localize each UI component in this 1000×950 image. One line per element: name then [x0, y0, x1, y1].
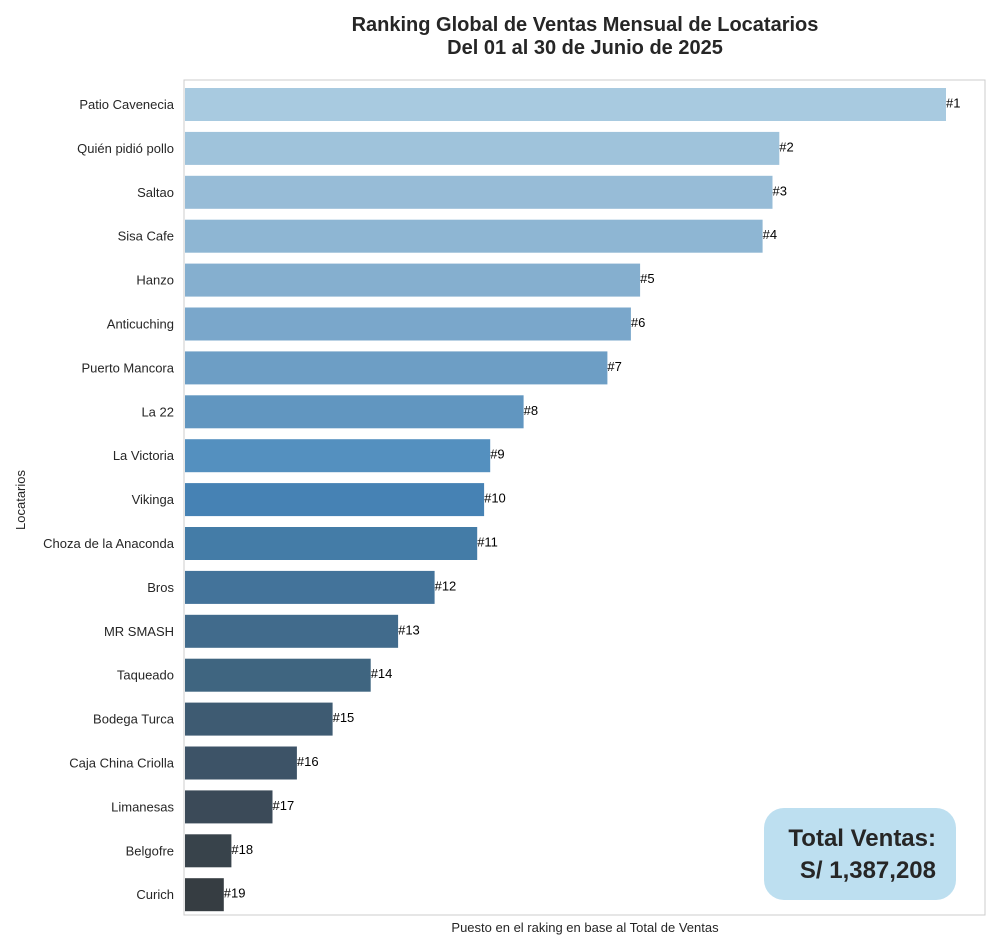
- bar-rank-label: #10: [484, 491, 506, 506]
- bar-rank-label: #2: [779, 139, 793, 154]
- bar-rank-label: #8: [524, 403, 538, 418]
- y-tick-label: MR SMASH: [104, 624, 174, 639]
- x-axis-label: Puesto en el raking en base al Total de …: [451, 920, 719, 935]
- y-tick-label: Caja China Criolla: [69, 756, 175, 771]
- plot-frame: [183, 79, 986, 916]
- y-tick-label: Curich: [136, 887, 174, 902]
- y-tick-label: Bodega Turca: [93, 712, 175, 727]
- y-tick-label: Quién pidió pollo: [77, 141, 174, 156]
- total-sales-box-background: [764, 808, 956, 900]
- y-tick-label: Choza de la Anaconda: [43, 536, 175, 551]
- y-tick-label: Patio Cavenecia: [79, 97, 174, 112]
- bar-rank-label: #7: [607, 359, 621, 374]
- bar-rank-label: #14: [371, 666, 393, 681]
- bar-rank-label: #9: [490, 447, 504, 462]
- bar-rank-label: #15: [333, 710, 355, 725]
- bar: [185, 395, 524, 429]
- bar: [185, 746, 297, 780]
- total-sales-label: Total Ventas:: [788, 825, 936, 852]
- y-tick-label: Puerto Mancora: [82, 360, 175, 375]
- bar: [185, 307, 631, 341]
- bar: [185, 702, 333, 736]
- bars-layer: Patio Cavenecia #1 Quién pidió pollo #2 Salt…: [43, 88, 960, 912]
- bar: [185, 878, 224, 912]
- bar-rank-label: #12: [435, 578, 457, 593]
- total-sales-value: S/ 1,387,208: [800, 857, 936, 884]
- chart-title-line1: Ranking Global de Ventas Mensual de Loca…: [352, 14, 819, 36]
- bar-rank-label: #13: [398, 622, 420, 637]
- bar-rank-label: #18: [231, 842, 253, 857]
- bar: [185, 483, 485, 517]
- bar: [185, 175, 773, 209]
- chart-title-line2: Del 01 al 30 de Junio de 2025: [447, 37, 723, 59]
- bar: [185, 658, 371, 692]
- bar-rank-label: #16: [297, 754, 319, 769]
- bar: [185, 439, 491, 473]
- y-tick-label: Belgofre: [126, 843, 174, 858]
- y-tick-label: Vikinga: [132, 492, 175, 507]
- bar: [185, 219, 763, 253]
- bar: [185, 834, 232, 868]
- y-tick-label: Sisa Cafe: [118, 229, 174, 244]
- bar: [185, 263, 641, 297]
- bar: [185, 88, 946, 121]
- y-tick-label: Anticuching: [107, 317, 174, 332]
- bar-rank-label: #6: [631, 315, 645, 330]
- bar-rank-label: #17: [273, 798, 295, 813]
- bar-rank-label: #3: [773, 183, 787, 198]
- bar-rank-label: #1: [946, 96, 960, 111]
- bar-rank-label: #11: [477, 535, 498, 550]
- bar: [185, 790, 273, 824]
- bar: [185, 131, 780, 165]
- y-axis-label: Locatarios: [13, 470, 28, 530]
- y-tick-label: Limanesas: [111, 799, 174, 814]
- bar-rank-label: #19: [224, 886, 246, 901]
- y-tick-label: Taqueado: [117, 668, 174, 683]
- y-tick-label: La 22: [141, 404, 174, 419]
- y-tick-label: Hanzo: [136, 273, 174, 288]
- y-tick-label: Bros: [147, 580, 174, 595]
- bar-rank-label: #5: [640, 271, 654, 286]
- bar: [185, 570, 435, 604]
- bar: [185, 527, 478, 560]
- bar-rank-label: #4: [763, 227, 777, 242]
- y-tick-label: Saltao: [137, 185, 174, 200]
- bar: [185, 351, 608, 385]
- y-tick-label: La Victoria: [113, 448, 175, 463]
- total-sales-box: Total Ventas: S/ 1,387,208: [764, 808, 956, 900]
- bar: [185, 614, 399, 648]
